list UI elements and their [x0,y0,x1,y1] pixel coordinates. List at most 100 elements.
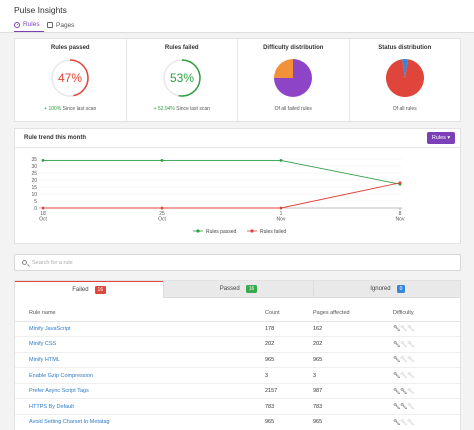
rule-trend-panel: Rule trend this month Rules ▾ 0 5 10 15 20 25… [14,128,461,244]
x-tick-label: 8 [399,211,402,217]
tab-ignored-label: Ignored [370,286,391,292]
rule-difficulty: 🔧︎🔧︎🔧︎ [393,321,460,338]
data-point [160,159,164,162]
pie-slice [274,59,294,78]
rules-table-panel: Failed 16 Passed 16 Ignored 0 Rule name … [14,280,461,430]
trend-title: Rule trend this month [24,135,86,141]
wrench-icon: 🔧︎ [407,326,415,333]
rules-passed-value: 47% [58,71,82,85]
rules-passed-title: Rules passed [50,45,90,51]
table-row: Minify CSS 202 202 🔧︎🔧︎🔧︎ [15,336,460,353]
y-tick-label: 0 [34,206,37,212]
wrench-icon: 🔧︎ [393,341,401,348]
rule-count: 2157 [265,383,313,400]
y-tick-label: 10 [31,192,37,198]
rules-dropdown-button[interactable]: Rules ▾ [427,132,455,144]
wrench-icon: 🔧︎ [393,373,401,380]
data-point [279,159,283,162]
tab-rules-label: Rules [23,21,40,28]
rule-name-link[interactable]: Minify JavaScript [15,321,265,338]
tab-failed-label: Failed [72,286,89,293]
wrench-icon: 🔧︎ [407,419,415,426]
x-tick-label: Nov [396,217,405,223]
wrench-icon: 🔧︎ [407,357,415,364]
difficulty-card: Difficulty distribution Of all failed ru… [238,39,350,121]
status-pie [385,59,424,97]
y-tick-label: 35 [31,157,37,163]
rules-passed-delta-text: Since last scan [62,106,97,112]
rule-name-link[interactable]: HTTPS By Default [15,398,265,416]
status-card: Status distribution Of all rules [350,39,461,121]
wrench-icon: 🔧︎ [400,419,408,426]
wrench-icon: 🔧︎ [400,341,408,348]
tab-pages[interactable]: Pages [47,18,77,32]
rule-pages-affected: 987 [313,383,393,400]
col-pages-affected: Pages affected [313,305,393,322]
rule-count: 965 [265,352,313,369]
legend-marker [250,229,254,233]
x-tick-label: Oct [158,217,166,223]
rules-failed-gauge: 53% [163,59,201,97]
rule-name-link[interactable]: Minify CSS [15,336,265,353]
wrench-icon: 🔧︎ [393,388,401,395]
wrench-icon: 🔧︎ [393,357,401,364]
pie-slice [385,59,424,97]
rules-failed-delta-text: Since last scan [176,106,210,112]
rules-passed-delta-value: + 100% [44,106,62,112]
rule-count: 202 [265,336,313,353]
rules-passed-card: Rules passed 47% + 100% Since last scan [15,39,127,121]
wrench-icon: 🔧︎ [400,388,408,395]
rules-passed-gauge: 47% [51,59,89,97]
rule-count: 783 [265,398,313,416]
series-line [43,182,401,209]
rules-icon [14,21,20,28]
table-row: Minify HTML 965 965 🔧︎🔧︎🔧︎ [15,352,460,369]
difficulty-caption: Of all failed rules [274,106,312,112]
y-tick-label: 20 [31,178,37,184]
table-header-row: Rule name Count Pages affected Difficult… [15,305,460,322]
wrench-icon: 🔧︎ [400,326,408,333]
search-input[interactable] [32,257,452,269]
rule-pages-affected: 783 [313,398,393,416]
rule-name-link[interactable]: Minify HTML [15,352,265,369]
x-tick-label: 18 [40,211,46,217]
wrench-icon: 🔧︎ [400,404,408,411]
rule-difficulty: 🔧︎🔧︎🔧︎ [393,383,460,400]
status-caption: Of all rules [392,106,417,112]
rule-pages-affected: 965 [313,414,393,430]
pie-slice [401,59,408,78]
rule-count: 178 [265,321,313,338]
rule-search [14,254,461,271]
rule-difficulty: 🔧︎🔧︎🔧︎ [393,367,460,384]
rule-name-link[interactable]: Enable Gzip Compression [15,367,265,384]
tab-pages-label: Pages [56,21,75,29]
wrench-icon: 🔧︎ [407,388,415,395]
rule-difficulty: 🔧︎🔧︎🔧︎ [393,398,460,416]
tab-rules[interactable]: Rules [14,18,44,32]
tab-failed[interactable]: Failed 16 [15,281,164,298]
rules-failed-delta: + 52.94% Since last scan [127,106,238,112]
wrench-icon: 🔧︎ [393,419,401,426]
tab-passed[interactable]: Passed 16 [163,281,313,298]
tab-ignored[interactable]: Ignored 0 [312,281,460,298]
series-line [43,159,401,185]
difficulty-pie [274,59,313,97]
data-point [41,159,45,162]
wrench-icon: 🔧︎ [407,404,415,411]
search-icon [22,260,27,265]
rule-pages-affected: 965 [313,352,393,369]
y-tick-label: 30 [31,164,37,170]
wrench-icon: 🔧︎ [400,373,408,380]
wrench-icon: 🔧︎ [393,404,401,411]
rule-name-link[interactable]: Prefer Async Script Tags [15,383,265,400]
rules-passed-delta: + 100% Since last scan [15,106,126,112]
rule-difficulty: 🔧︎🔧︎🔧︎ [393,352,460,369]
x-tick-label: Oct [39,217,47,223]
rule-count: 3 [265,367,313,384]
rule-name-link[interactable]: Avoid Setting Charset In Metatag [15,414,265,430]
divider [15,147,460,148]
wrench-icon: 🔧︎ [407,341,415,348]
y-tick-label: 5 [34,199,37,205]
ignored-count-badge: 0 [396,285,406,293]
rule-pages-affected: 3 [313,367,393,384]
